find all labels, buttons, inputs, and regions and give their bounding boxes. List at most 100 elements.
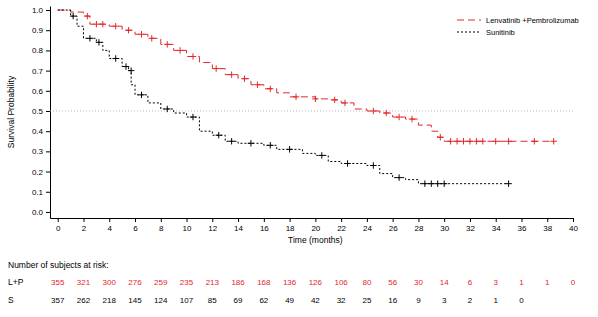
- censor-mark: [96, 39, 102, 45]
- risk-count: 2: [468, 296, 473, 305]
- risk-count: 355: [51, 278, 65, 287]
- risk-count: 30: [414, 278, 423, 287]
- censor-mark: [550, 138, 556, 144]
- censor-mark: [125, 27, 131, 33]
- x-tick-label: 26: [389, 224, 398, 233]
- legend-label: Sunitinib: [486, 28, 515, 37]
- censor-mark: [441, 180, 447, 186]
- x-tick: 8: [159, 218, 164, 233]
- risk-count: 186: [231, 278, 245, 287]
- y-tick: 0.7: [32, 67, 50, 76]
- x-tick-label: 0: [56, 224, 61, 233]
- risk-count: 145: [128, 296, 142, 305]
- x-tick-mark: [367, 218, 368, 222]
- x-tick: 38: [543, 218, 552, 233]
- y-tick-label: 0.6: [32, 87, 44, 96]
- censor-mark: [435, 180, 441, 186]
- censor-mark: [254, 82, 260, 88]
- risk-count: 9: [416, 296, 421, 305]
- x-tick: 30: [440, 218, 449, 233]
- censor-mark: [190, 53, 196, 59]
- y-tick-label: 1.0: [32, 6, 44, 15]
- risk-count: 14: [440, 278, 449, 287]
- y-tick-label: 0.7: [32, 67, 44, 76]
- censor-mark: [428, 180, 434, 186]
- y-tick: 0.3: [32, 147, 50, 156]
- risk-count: 213: [206, 278, 220, 287]
- x-tick: 6: [133, 218, 138, 233]
- x-tick-mark: [444, 218, 445, 222]
- x-tick: 10: [183, 218, 192, 233]
- legend-swatch: [457, 20, 481, 21]
- censor-mark: [164, 106, 170, 112]
- censor-mark: [396, 114, 402, 120]
- risk-count: 107: [180, 296, 194, 305]
- x-axis: 0246810121416182022242628303234363840: [51, 218, 579, 233]
- x-tick-mark: [418, 218, 419, 222]
- x-tick-mark: [290, 218, 291, 222]
- y-tick: 0.1: [32, 188, 50, 197]
- x-tick-mark: [238, 218, 239, 222]
- x-tick-mark: [496, 218, 497, 222]
- risk-count: 357: [51, 296, 65, 305]
- risk-count: 1: [493, 296, 498, 305]
- y-tick: 1.0: [32, 6, 50, 15]
- x-tick-label: 8: [159, 224, 164, 233]
- y-tick-mark: [46, 192, 50, 193]
- censor-mark: [370, 162, 376, 168]
- risk-count: 126: [309, 278, 323, 287]
- legend-label: Lenvatinib +Pembrolizumab: [486, 16, 579, 25]
- legend-swatch: [457, 32, 481, 33]
- risk-count: 25: [362, 296, 371, 305]
- y-tick-label: 0.4: [32, 127, 44, 136]
- x-tick-label: 28: [414, 224, 423, 233]
- y-tick-mark: [46, 71, 50, 72]
- censor-mark: [342, 100, 348, 106]
- risk-count: 56: [388, 278, 397, 287]
- censor-mark: [267, 142, 273, 148]
- risk-count: 321: [77, 278, 91, 287]
- x-tick-label: 18: [286, 224, 295, 233]
- x-tick-mark: [135, 218, 136, 222]
- y-tick-mark: [46, 131, 50, 132]
- y-tick: 0.5: [32, 107, 50, 116]
- censor-mark: [437, 134, 443, 140]
- censor-mark: [112, 23, 118, 29]
- censor-mark: [505, 138, 511, 144]
- y-tick: 0.9: [32, 26, 50, 35]
- censor-mark: [267, 86, 273, 92]
- x-tick-label: 24: [363, 224, 372, 233]
- survival-curve: [58, 10, 509, 184]
- censor-mark: [286, 146, 292, 152]
- censor-mark: [467, 138, 473, 144]
- risk-row-label: L+P: [8, 277, 24, 287]
- x-tick-mark: [547, 218, 548, 222]
- x-tick-mark: [315, 218, 316, 222]
- censor-mark: [422, 180, 428, 186]
- censor-mark: [460, 138, 466, 144]
- censor-mark: [480, 138, 486, 144]
- x-tick: 18: [286, 218, 295, 233]
- censor-mark: [93, 21, 99, 27]
- censor-mark: [177, 47, 183, 53]
- x-tick: 0: [56, 218, 61, 233]
- y-tick-label: 0.5: [32, 107, 44, 116]
- censor-mark: [70, 13, 76, 19]
- x-tick: 20: [311, 218, 320, 233]
- x-tick: 12: [208, 218, 217, 233]
- censor-mark: [228, 138, 234, 144]
- censor-mark: [396, 174, 402, 180]
- x-tick-mark: [58, 218, 59, 222]
- y-axis-line: [50, 7, 51, 219]
- x-tick-label: 4: [108, 224, 113, 233]
- risk-count: 49: [285, 296, 294, 305]
- censor-mark: [383, 110, 389, 116]
- risk-count: 1: [545, 278, 550, 287]
- x-tick-mark: [83, 218, 84, 222]
- x-tick-label: 30: [440, 224, 449, 233]
- censor-mark: [312, 96, 318, 102]
- x-tick-label: 38: [543, 224, 552, 233]
- x-tick-mark: [161, 218, 162, 222]
- y-tick-label: 0.1: [32, 188, 44, 197]
- x-tick-mark: [212, 218, 213, 222]
